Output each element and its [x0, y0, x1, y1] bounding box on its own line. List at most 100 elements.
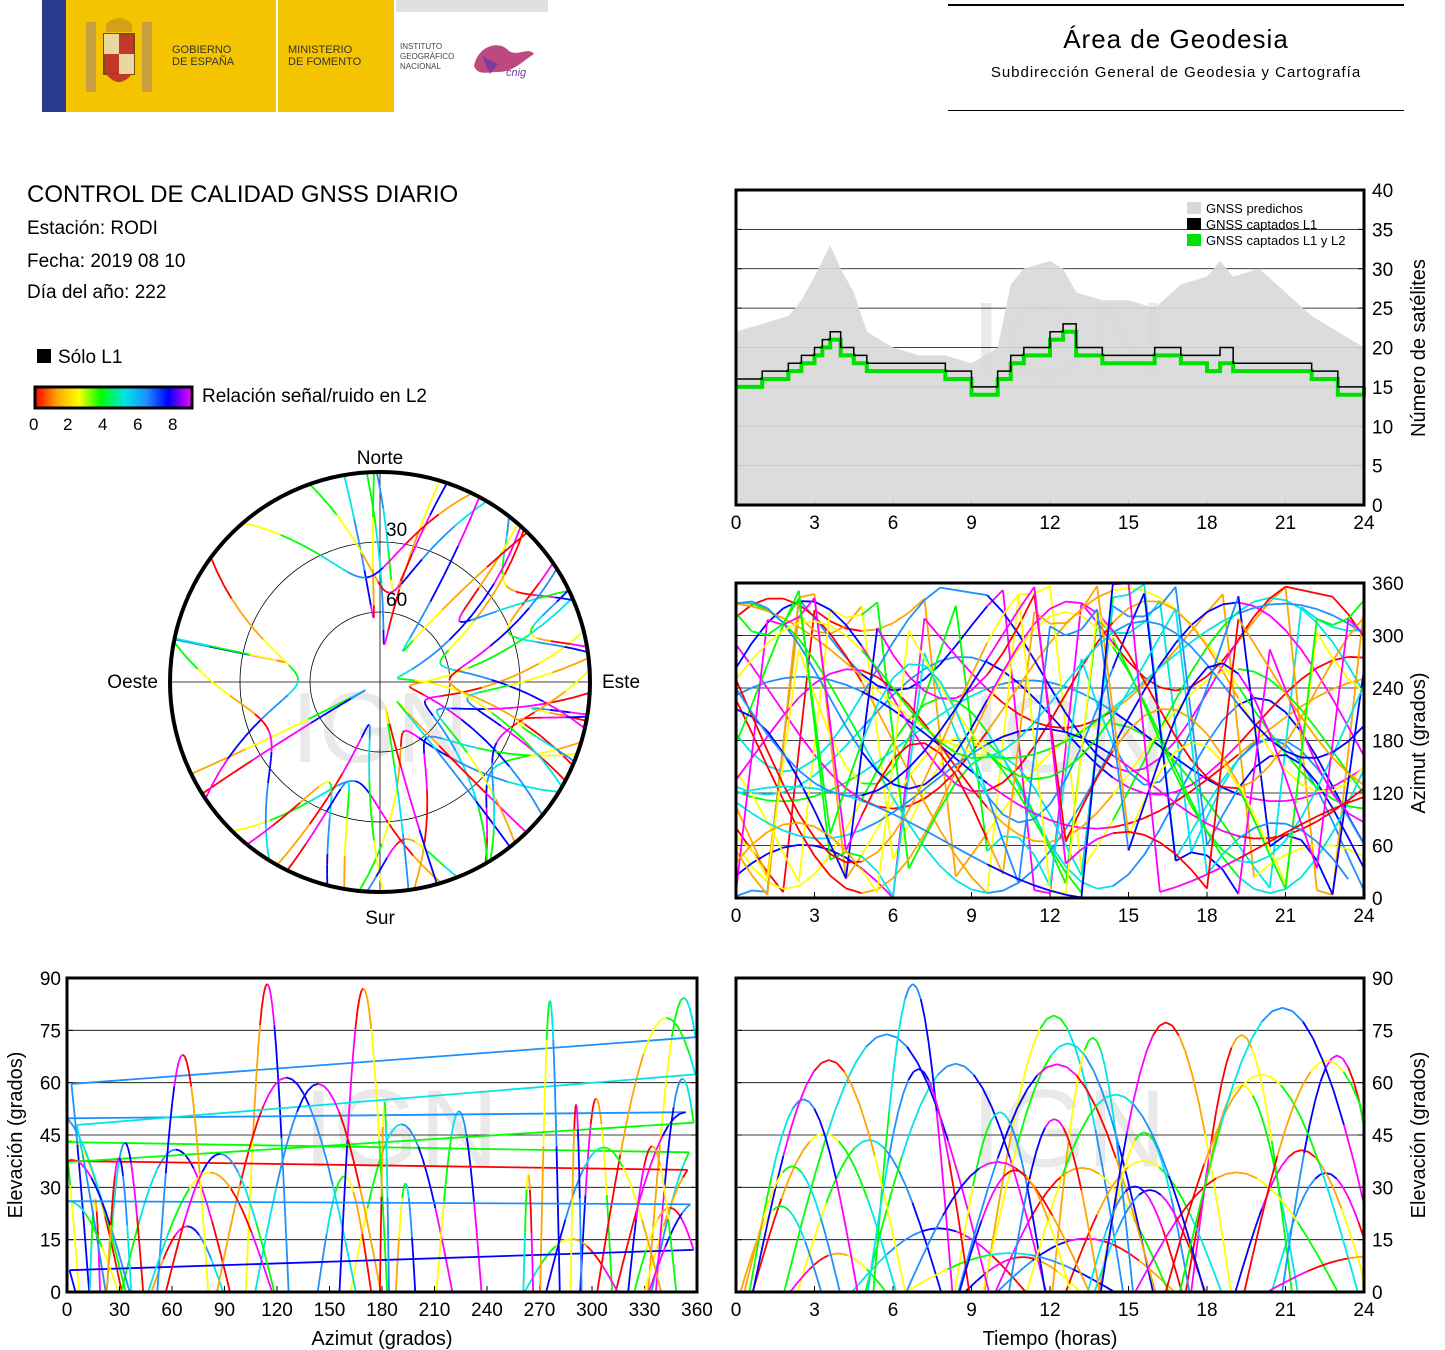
satellite-track — [505, 584, 509, 588]
satellite-track — [491, 751, 495, 758]
satellite-track — [395, 841, 399, 846]
satellite-track — [480, 599, 491, 612]
satellite-track — [475, 696, 493, 706]
satellite-track — [1247, 1227, 1257, 1249]
satellite-track — [645, 1150, 650, 1158]
satellite-track — [1316, 672, 1334, 700]
satellite-track — [269, 758, 272, 767]
satellite-track — [860, 740, 879, 771]
satellite-track — [356, 544, 364, 555]
satellite-track — [367, 590, 371, 599]
satellite-track — [860, 783, 879, 817]
satellite-track — [299, 843, 307, 853]
satellite-track — [735, 801, 753, 814]
satellite-track — [411, 1237, 414, 1251]
satellite-track — [1058, 1254, 1066, 1274]
satellite-track — [221, 1236, 230, 1265]
satellite-track — [1237, 703, 1255, 725]
satellite-track — [1049, 611, 1066, 618]
satellite-track — [943, 1134, 950, 1162]
satellite-track — [275, 1165, 283, 1189]
satellite-track — [1144, 1189, 1151, 1193]
satellite-track — [1075, 1074, 1088, 1090]
satellite-track — [1206, 618, 1240, 889]
ytick-label: 15 — [40, 1231, 61, 1252]
satellite-track — [338, 1252, 343, 1293]
satellite-track — [489, 749, 503, 754]
satellite-track — [511, 728, 523, 739]
satellite-track — [415, 558, 423, 568]
satellite-track — [1088, 1214, 1098, 1233]
satellite-track — [829, 1252, 837, 1273]
satellite-track — [798, 785, 815, 790]
satellite-track — [1034, 840, 1051, 843]
satellite-track — [404, 852, 408, 872]
satellite-track — [955, 855, 973, 878]
satellite-track — [549, 708, 555, 712]
satellite-count-chart: IGN051015202530354003691215182124Número … — [731, 181, 1430, 534]
satellite-track — [813, 742, 831, 761]
satellite-track — [818, 1256, 825, 1262]
satellite-track — [1209, 1124, 1222, 1164]
watermark: IGN — [971, 1067, 1167, 1190]
satellite-track — [1159, 841, 1177, 855]
satellite-track — [1166, 1243, 1174, 1260]
satellite-track — [797, 779, 816, 811]
satellite-track — [1065, 848, 1083, 865]
satellite-track — [347, 779, 353, 783]
satellite-track — [380, 587, 384, 601]
xtick-label: 270 — [524, 1300, 556, 1321]
satellite-track — [1269, 854, 1286, 866]
satellite-track — [232, 1163, 239, 1173]
satellite-track — [1094, 1129, 1104, 1167]
satellite-track — [423, 739, 426, 744]
satellite-track — [1238, 601, 1255, 608]
satellite-track — [1331, 807, 1350, 839]
satellite-track — [583, 1195, 587, 1218]
satellite-track — [316, 1276, 321, 1293]
satellite-track — [829, 1155, 837, 1179]
satellite-track — [447, 1269, 454, 1293]
satellite-track — [975, 1220, 983, 1237]
satellite-track — [1065, 611, 1082, 617]
satellite-track — [421, 550, 430, 561]
satellite-track — [892, 776, 910, 803]
satellite-track — [593, 1253, 600, 1261]
satellite-track — [223, 585, 233, 599]
satellite-track — [1206, 642, 1224, 665]
satellite-track — [1071, 1086, 1078, 1113]
satellite-track — [192, 1168, 200, 1180]
satellite-track — [1002, 770, 1020, 795]
satellite-track — [538, 575, 545, 584]
satellite-track — [1152, 1139, 1159, 1151]
satellite-track — [68, 1269, 74, 1282]
satellite-track — [219, 758, 229, 772]
satellite-track — [165, 1273, 172, 1293]
satellite-track — [958, 1272, 966, 1293]
satellite-track — [508, 827, 516, 844]
satellite-track — [819, 1217, 827, 1236]
satellite-track — [735, 603, 752, 608]
satellite-track — [782, 852, 800, 883]
satellite-track — [418, 728, 428, 739]
satellite-track — [679, 1111, 686, 1115]
satellite-track — [481, 654, 498, 663]
satellite-track — [735, 699, 753, 733]
snr-tick-4: 4 — [98, 415, 108, 434]
satellite-track — [507, 624, 510, 628]
satellite-track — [1337, 1257, 1349, 1262]
satellite-track — [328, 810, 332, 818]
satellite-track — [1103, 1065, 1110, 1087]
satellite-track — [1127, 765, 1145, 780]
satellite-track — [876, 1141, 885, 1149]
satellite-track — [564, 1203, 571, 1220]
satellite-track — [473, 762, 483, 775]
ytick-label: 10 — [1372, 417, 1393, 438]
satellite-track — [814, 620, 831, 627]
satellite-track — [582, 1242, 588, 1247]
satellite-track — [743, 1265, 750, 1279]
satellite-track — [241, 1182, 249, 1195]
satellite-track — [503, 682, 517, 690]
satellite-track — [391, 587, 395, 591]
satellite-track — [887, 1134, 895, 1162]
